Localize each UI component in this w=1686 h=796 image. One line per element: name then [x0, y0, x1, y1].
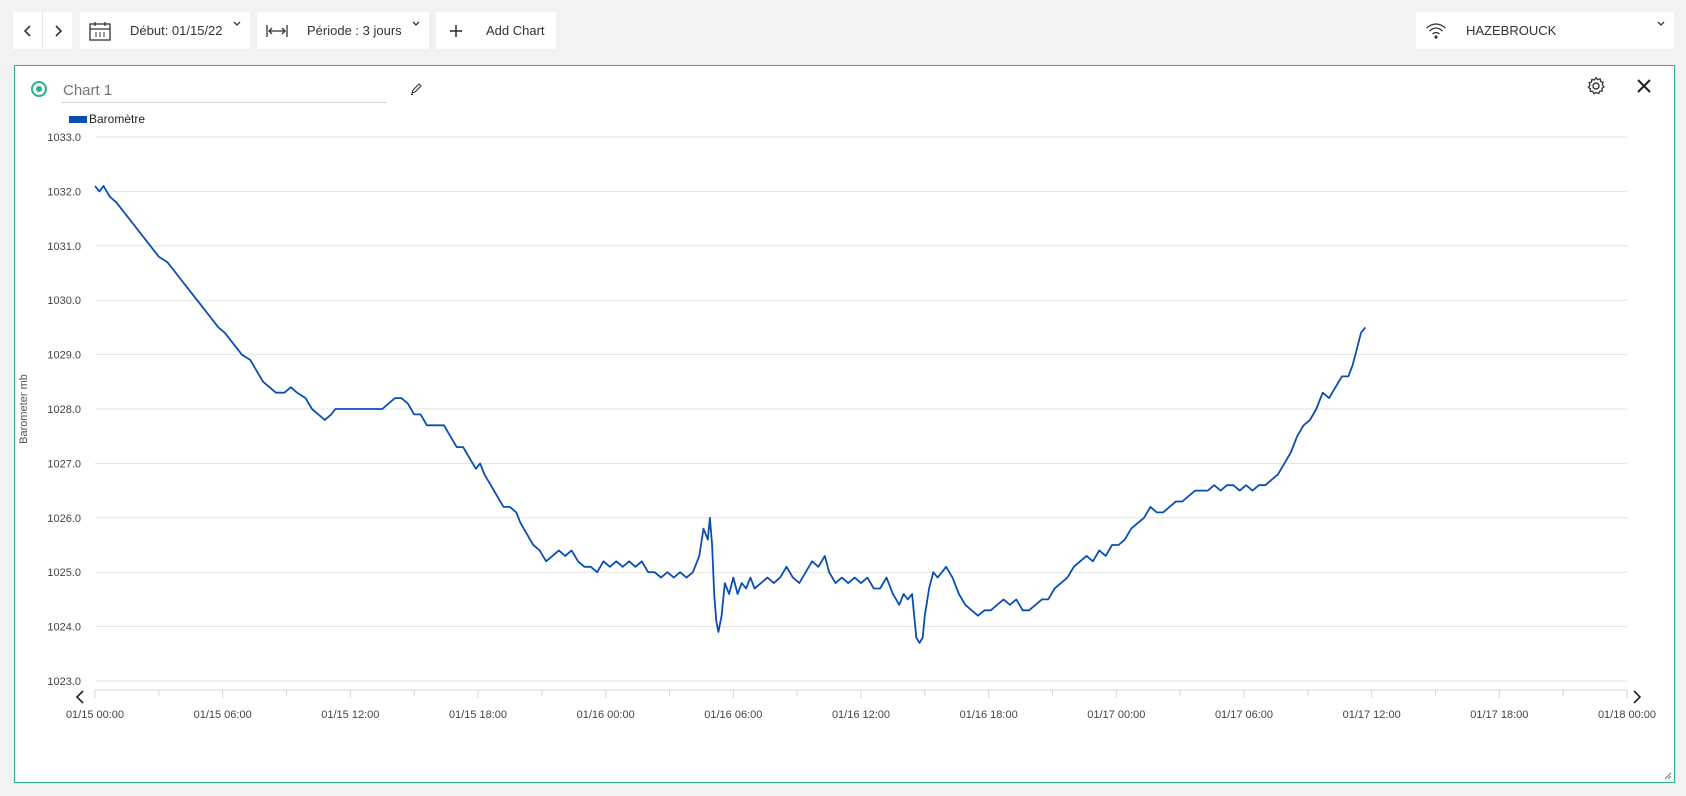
- y-tick-label: 1029.0: [47, 350, 81, 362]
- y-axis-tick-labels: 1033.0 1032.0 1031.0 1030.0 1029.0 1028.0 1027…: [47, 132, 81, 688]
- x-tick-label: 01/16 12:00: [832, 709, 890, 721]
- add-chart-button[interactable]: Add Chart: [436, 12, 556, 49]
- chart-title-input[interactable]: [61, 78, 387, 103]
- y-tick-label: 1033.0: [47, 132, 81, 144]
- y-tick-label: 1025.0: [47, 567, 81, 579]
- y-tick-label: 1026.0: [47, 513, 81, 525]
- y-tick-label: 1028.0: [47, 404, 81, 416]
- y-tick-label: 1027.0: [47, 458, 81, 470]
- x-tick-label: 01/15 18:00: [449, 709, 507, 721]
- x-axis-tick-labels: 01/15 00:00 01/15 06:00 01/15 12:00 01/15 1…: [66, 709, 1656, 721]
- chart-title-row: [31, 78, 431, 104]
- chevron-down-icon: [233, 21, 241, 26]
- chart-legend[interactable]: Baromètre: [69, 112, 145, 126]
- plus-icon: [436, 12, 476, 49]
- chevron-right-icon: [54, 24, 62, 37]
- x-tick-label: 01/16 18:00: [960, 709, 1018, 721]
- x-tick-label: 01/17 06:00: [1215, 709, 1273, 721]
- grid-lines: [95, 136, 1627, 682]
- wifi-icon: [1416, 12, 1456, 49]
- series-line-barometre[interactable]: [94, 185, 1367, 644]
- calendar-icon: [80, 12, 120, 49]
- x-tick-label: 01/15 00:00: [66, 709, 124, 721]
- barometer-chart: 1033.0 1032.0 1031.0 1030.0 1029.0 1028.0 1027…: [18, 132, 1656, 721]
- scroll-right-icon[interactable]: [1633, 690, 1642, 704]
- y-axis-label: Barometer mb: [18, 374, 30, 444]
- gear-icon[interactable]: [1586, 76, 1606, 96]
- x-tick-label: 01/16 00:00: [577, 709, 635, 721]
- legend-label: Baromètre: [89, 112, 146, 126]
- legend-swatch: [69, 115, 87, 123]
- divider: [42, 12, 43, 49]
- station-name: HAZEBROUCK: [1466, 23, 1557, 38]
- period-width-icon: [257, 12, 297, 49]
- period-label: Période : 3 jours: [307, 23, 402, 38]
- station-selector[interactable]: HAZEBROUCK: [1416, 12, 1674, 49]
- previous-period-button[interactable]: [13, 12, 42, 49]
- pencil-icon[interactable]: [409, 82, 423, 96]
- next-period-button[interactable]: [43, 12, 72, 49]
- x-axis: [94, 689, 1628, 698]
- x-tick-label: 01/17 18:00: [1470, 709, 1528, 721]
- start-date-label: Début: 01/15/22: [130, 23, 223, 38]
- y-tick-label: 1030.0: [47, 295, 81, 307]
- y-tick-label: 1024.0: [47, 622, 81, 634]
- close-icon[interactable]: [1634, 76, 1654, 96]
- chart-panel: Baromètre 1033.0 1032.0 1031.0 1030.0 1029.0…: [14, 65, 1675, 783]
- y-tick-label: 1031.0: [47, 241, 81, 253]
- add-chart-label: Add Chart: [486, 23, 545, 38]
- chevron-down-icon: [1657, 21, 1665, 26]
- chevron-left-icon: [23, 24, 31, 37]
- x-tick-label: 01/16 06:00: [704, 709, 762, 721]
- chevron-down-icon: [412, 21, 420, 26]
- y-tick-label: 1023.0: [47, 676, 81, 688]
- scroll-left-icon[interactable]: [75, 690, 84, 704]
- period-selector[interactable]: Période : 3 jours: [257, 12, 429, 49]
- x-tick-label: 01/18 00:00: [1598, 709, 1656, 721]
- resize-handle-icon[interactable]: [1664, 772, 1672, 780]
- x-tick-label: 01/17 12:00: [1343, 709, 1401, 721]
- active-chart-radio-icon[interactable]: [31, 81, 47, 97]
- y-tick-label: 1032.0: [47, 186, 81, 198]
- x-tick-label: 01/15 06:00: [194, 709, 252, 721]
- x-tick-label: 01/17 00:00: [1087, 709, 1145, 721]
- date-navigation: [13, 12, 72, 49]
- start-date-picker[interactable]: Début: 01/15/22: [80, 12, 250, 49]
- x-tick-label: 01/15 12:00: [321, 709, 379, 721]
